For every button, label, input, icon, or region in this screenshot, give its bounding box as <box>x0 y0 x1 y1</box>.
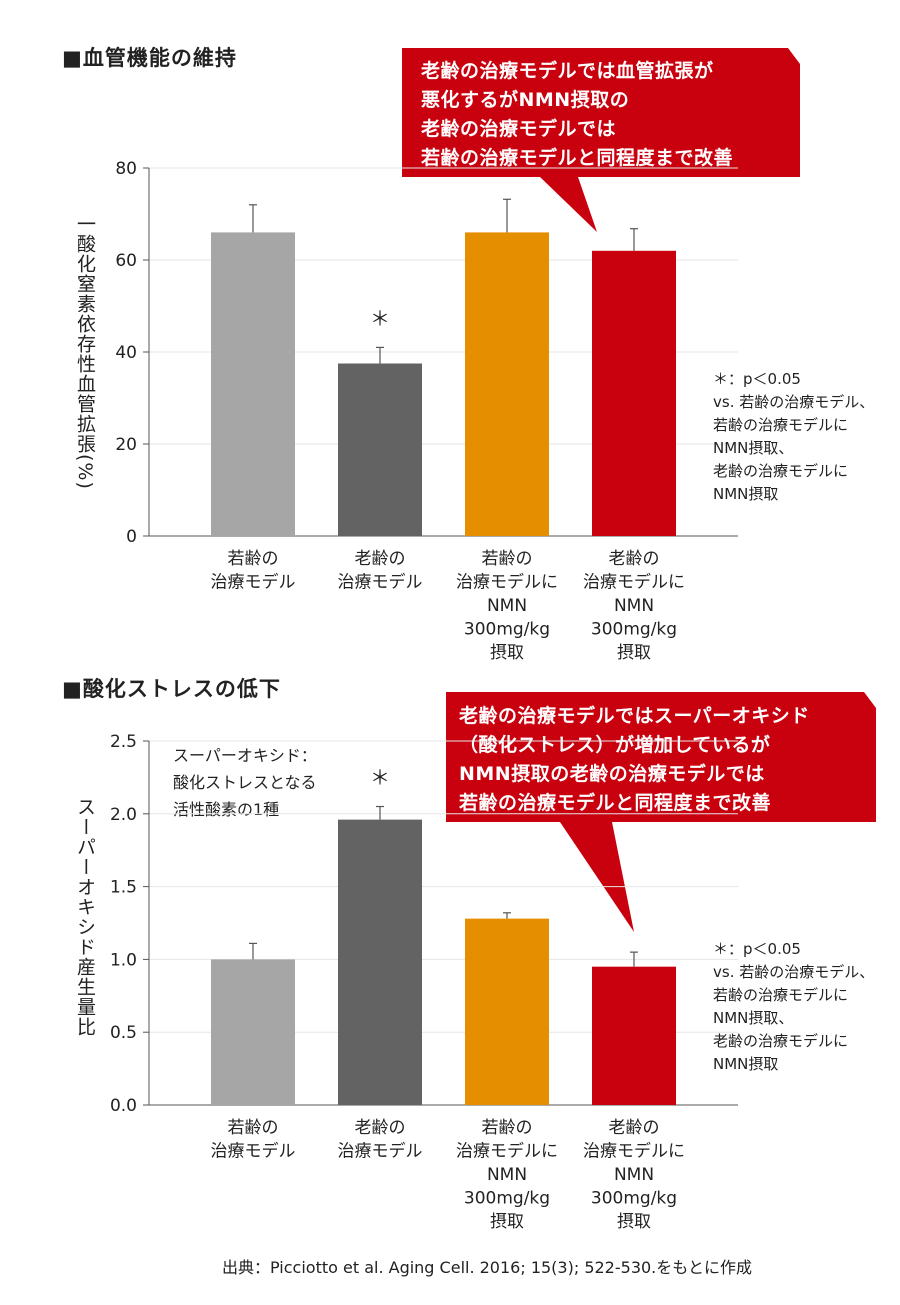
chart2-category-label-3: NMN <box>487 1165 527 1185</box>
chart2-category-label-4: 老齢の <box>609 1118 660 1138</box>
chart2-callout-line-2: （酸化ストレス）が増加しているが <box>459 734 771 756</box>
chart2-title: ■酸化ストレスの低下 <box>62 673 281 703</box>
chart1-callout-line-4: 若齢の治療モデルと同程度まで改善 <box>421 147 734 169</box>
chart1-bar-3 <box>465 232 549 536</box>
chart2-callout-line-3: NMN摂取の老齢の治療モデルでは <box>459 763 765 785</box>
chart1-category-label-2: 老齢の <box>355 549 406 569</box>
chart2-note-line-3: 若齢の治療モデルに <box>713 986 849 1004</box>
chart1-bar-2 <box>338 363 422 536</box>
chart1-callout-line-3: 老齢の治療モデルでは <box>421 118 617 140</box>
chart2-callout-line-1: 老齢の治療モデルではスーパーオキシド <box>459 705 810 727</box>
chart2-note-line-2: vs. 若齢の治療モデル、 <box>713 963 875 981</box>
chart1-significance-mark: ＊ <box>370 306 390 330</box>
chart1-callout-line-1: 老齢の治療モデルでは血管拡張が <box>421 60 714 82</box>
chart1-y-tick-label: 60 <box>115 251 137 271</box>
chart1-significance-note: ＊：p＜0.05 vs. 若齢の治療モデル、 若齢の治療モデルに NMN摂取、 … <box>713 368 874 506</box>
chart2-note-line-4: NMN摂取、 <box>713 1009 794 1027</box>
chart1-y-tick-label: 40 <box>115 343 137 363</box>
chart2-bar-3 <box>465 918 549 1105</box>
chart1-category-label-4: NMN <box>614 596 654 616</box>
chart1-note-line-3: 若齢の治療モデルに <box>713 416 849 434</box>
chart1-category-label-4: 300mg/kg <box>591 620 677 640</box>
chart2-category-label-1: 若齢の <box>228 1118 279 1138</box>
chart2-y-tick-label: 2.5 <box>110 732 137 752</box>
chart1-callout-bubble <box>402 48 800 232</box>
chart2-y-tick-label: 1.5 <box>110 878 137 898</box>
chart1-category-label-3: NMN <box>487 596 527 616</box>
chart1-note-line-4: NMN摂取、 <box>713 439 794 457</box>
chart2-y-tick-label: 0.5 <box>110 1023 137 1043</box>
superoxide-annotation-line-2: 酸化ストレスとなる <box>173 773 317 792</box>
chart1-note-line-6: NMN摂取 <box>713 485 779 503</box>
chart1-y-tick-label: 0 <box>126 527 137 547</box>
chart1-category-label-3: 治療モデルに <box>456 572 558 593</box>
chart1-category-label-4: 老齢の <box>609 549 660 569</box>
chart1-y-tick-label: 20 <box>115 435 137 455</box>
chart1-note-line-5: 老齢の治療モデルに <box>713 462 849 480</box>
chart1-callout-line-2: 悪化するがNMN摂取の <box>421 89 630 111</box>
chart2-category-label-2: 治療モデル <box>338 1141 423 1162</box>
chart2-category-label-4: 摂取 <box>617 1212 651 1232</box>
chart2-category-label-4: 治療モデルに <box>583 1141 685 1162</box>
chart1-category-label-1: 若齢の <box>228 549 279 569</box>
chart2-y-tick-label: 0.0 <box>110 1096 137 1116</box>
chart1-note-line-1: ＊：p＜0.05 <box>713 370 801 388</box>
chart2-callout: 老齢の治療モデルではスーパーオキシド （酸化ストレス）が増加しているが NMN摂… <box>446 692 876 932</box>
chart1-category-label-4: 治療モデルに <box>583 572 685 593</box>
chart2-note-line-6: NMN摂取 <box>713 1055 779 1073</box>
chart1-category-label-3: 若齢の <box>482 549 533 569</box>
chart2-callout-line-4: 若齢の治療モデルと同程度まで改善 <box>459 792 772 814</box>
chart1-title: ■血管機能の維持 <box>62 42 237 72</box>
chart1-category-label-3: 摂取 <box>490 643 524 663</box>
chart1-note-line-2: vs. 若齢の治療モデル、 <box>713 393 875 411</box>
chart2-bar-2 <box>338 819 422 1105</box>
chart2-category-label-3: 治療モデルに <box>456 1141 558 1162</box>
chart1-bar-1 <box>211 232 295 536</box>
chart2-significance-mark: ＊ <box>370 766 390 790</box>
chart1-bar-4 <box>592 250 676 537</box>
superoxide-annotation-line-1: スーパーオキシド： <box>173 746 317 765</box>
chart2-callout-bubble <box>446 692 876 932</box>
chart2-title-text: ■酸化ストレスの低下 <box>62 677 281 701</box>
chart2-bar-1 <box>211 959 295 1105</box>
chart2-y-axis-label: スーパーオキシド産生量比 <box>74 797 96 1037</box>
chart2-category-label-2: 老齢の <box>355 1118 406 1138</box>
chart1-category-label-3: 300mg/kg <box>464 620 550 640</box>
chart2-bar-4 <box>592 966 676 1105</box>
chart1-y-tick-label: 80 <box>115 159 137 179</box>
chart1-category-label-1: 治療モデル <box>211 572 296 593</box>
chart2-category-label-3: 摂取 <box>490 1212 524 1232</box>
chart1-y-axis-label: 一酸化窒素依存性血管拡張(%) <box>74 214 96 490</box>
chart2-category-label-3: 300mg/kg <box>464 1189 550 1209</box>
chart1-plot: 0 20 40 60 80 若齢の治療モデル ＊ 老齢の治療モデル 若齢の治療モデルに NMN 30… <box>115 159 738 663</box>
chart2-category-label-4: NMN <box>614 1165 654 1185</box>
chart2-category-label-4: 300mg/kg <box>591 1189 677 1209</box>
chart2-category-label-3: 若齢の <box>482 1118 533 1138</box>
source-citation: 出典：Picciotto et al. Aging Cell. 2016; 15… <box>222 1258 752 1277</box>
chart1-callout: 老齢の治療モデルでは血管拡張が 悪化するがNMN摂取の 老齢の治療モデルでは 若… <box>0 0 900 260</box>
chart2-y-tick-label: 1.0 <box>110 950 137 970</box>
chart1-category-label-2: 治療モデル <box>338 572 423 593</box>
chart2-note-line-5: 老齢の治療モデルに <box>713 1032 849 1050</box>
chart2-significance-note: ＊：p＜0.05 vs. 若齢の治療モデル、 若齢の治療モデルに NMN摂取、 … <box>713 938 874 1076</box>
chart1-title-text: ■血管機能の維持 <box>62 46 237 70</box>
chart2-y-tick-label: 2.0 <box>110 805 137 825</box>
chart2-category-label-1: 治療モデル <box>211 1141 296 1162</box>
chart2-note-line-1: ＊：p＜0.05 <box>713 940 801 958</box>
chart1-category-label-4: 摂取 <box>617 643 651 663</box>
